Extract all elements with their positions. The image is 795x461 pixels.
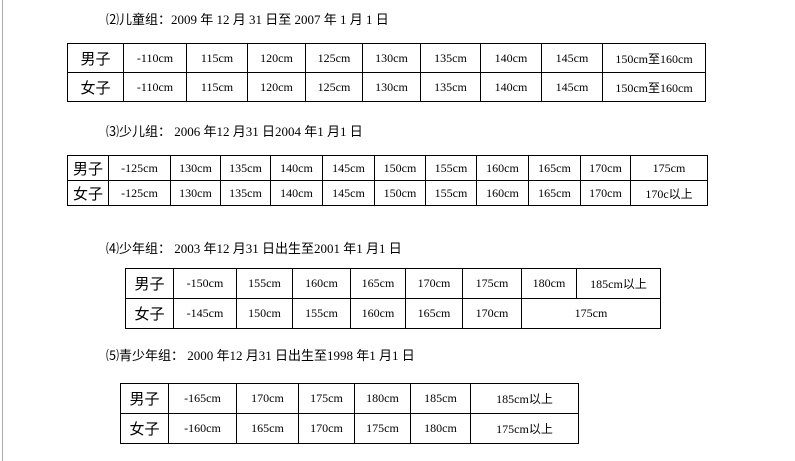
- table-cell: 180cm: [354, 383, 411, 414]
- row-label: 男子: [67, 43, 124, 73]
- row-label: 女子: [67, 180, 109, 206]
- height-table: 男子 -125cm 130cm 135cm 140cm 145cm 150cm 155cm 16…: [67, 155, 708, 206]
- table-cell: 150cm: [374, 155, 426, 181]
- table-cell: 185cm以上: [576, 268, 661, 299]
- table-cell: 135cm: [220, 155, 271, 181]
- table-cell: 150cm: [236, 298, 293, 329]
- table-cell: 115cm: [186, 43, 248, 73]
- section-heading: ⑷少年组： 2003 年12 月31 日出生至2001 年1 月1 日: [106, 241, 402, 256]
- table-cell: 160cm: [292, 268, 351, 299]
- table-cell: 170c以上: [630, 180, 708, 206]
- table-cell: 135cm: [420, 72, 481, 102]
- height-table: 男子 -150cm 155cm 160cm 165cm 170cm 175cm 180cm 18…: [125, 268, 661, 329]
- row-label: 男子: [125, 268, 174, 299]
- table-cell: 170cm: [580, 180, 631, 206]
- table-cell: 185cm以上: [470, 383, 579, 414]
- table-cell: 165cm: [350, 268, 406, 299]
- table-cell: 165cm: [528, 180, 581, 206]
- table-cell: 165cm: [405, 298, 463, 329]
- table-cell: 160cm: [350, 298, 406, 329]
- table-cell: 180cm: [410, 413, 471, 444]
- table-cell: 125cm: [305, 43, 363, 73]
- table-cell: -125cm: [108, 155, 171, 181]
- table-cell: 150cm至160cm: [602, 43, 706, 73]
- table-cell: -160cm: [168, 413, 237, 444]
- height-table: 男子 -110cm 115cm 120cm 125cm 130cm 135cm 140cm 14…: [67, 43, 706, 102]
- table-cell: 175cm以上: [470, 413, 579, 444]
- table-cell: 155cm: [292, 298, 351, 329]
- table-cell: 140cm: [480, 43, 542, 73]
- table-cell: 125cm: [305, 72, 363, 102]
- table-cell: 145cm: [541, 72, 603, 102]
- table-cell: -110cm: [123, 43, 187, 73]
- table-cell: 170cm: [462, 298, 522, 329]
- table-row: 男子 -125cm 130cm 135cm 140cm 145cm 150cm 155cm 16…: [67, 155, 708, 181]
- table-cell: 175cm: [354, 413, 411, 444]
- table-cell: 160cm: [476, 180, 529, 206]
- row-label: 女子: [120, 413, 169, 444]
- table-cell: 130cm: [362, 43, 421, 73]
- table-cell: 155cm: [425, 180, 477, 206]
- table-cell: 155cm: [425, 155, 477, 181]
- table-cell: 175cm: [298, 383, 355, 414]
- margin-line: [2, 0, 3, 461]
- table-cell: 175cm: [630, 155, 708, 181]
- table-cell: 145cm: [322, 155, 375, 181]
- row-label: 男子: [67, 155, 109, 181]
- table-row: 男子 -165cm 170cm 175cm 180cm 185cm 185cm以上: [120, 383, 579, 414]
- table-row: 女子 -145cm 150cm 155cm 160cm 165cm 170cm 175cm: [125, 298, 661, 329]
- table-cell: 135cm: [420, 43, 481, 73]
- table-cell: 175cm: [521, 298, 661, 329]
- table-cell: 170cm: [405, 268, 463, 299]
- height-table: 男子 -165cm 170cm 175cm 180cm 185cm 185cm以上 女子 -16…: [120, 383, 579, 444]
- table-cell: 175cm: [462, 268, 522, 299]
- table-cell: 170cm: [580, 155, 631, 181]
- table-cell: 135cm: [220, 180, 271, 206]
- table-row: 男子 -110cm 115cm 120cm 125cm 130cm 135cm 140cm 14…: [67, 43, 706, 73]
- table-row: 女子 -160cm 165cm 170cm 175cm 180cm 175cm以上: [120, 413, 579, 444]
- table-cell: 140cm: [270, 155, 323, 181]
- table-cell: -165cm: [168, 383, 237, 414]
- table-cell: 130cm: [170, 155, 221, 181]
- table-row: 男子 -150cm 155cm 160cm 165cm 170cm 175cm 180cm 18…: [125, 268, 661, 299]
- table-cell: 115cm: [186, 72, 248, 102]
- table-cell: 180cm: [521, 268, 577, 299]
- table-cell: 130cm: [362, 72, 421, 102]
- table-cell: 170cm: [236, 383, 299, 414]
- table-cell: 145cm: [322, 180, 375, 206]
- table-cell: 165cm: [528, 155, 581, 181]
- table-cell: 150cm至160cm: [602, 72, 706, 102]
- row-label: 男子: [120, 383, 169, 414]
- table-cell: -125cm: [108, 180, 171, 206]
- table-cell: 160cm: [476, 155, 529, 181]
- table-cell: -110cm: [123, 72, 187, 102]
- table-cell: 120cm: [247, 72, 306, 102]
- table-cell: 140cm: [480, 72, 542, 102]
- table-cell: 145cm: [541, 43, 603, 73]
- section-heading: ⑸青少年组： 2000 年12 月31 日出生至1998 年1 月1 日: [106, 348, 415, 363]
- table-row: 女子 -125cm 130cm 135cm 140cm 145cm 150cm 155cm 16…: [67, 180, 708, 206]
- section-heading: ⑶少儿组： 2006 年12 月31 日2004 年1 月1 日: [106, 124, 363, 139]
- section-heading: ⑵儿童组：2009 年 12 月 31 日至 2007 年 1 月 1 日: [106, 12, 389, 27]
- table-cell: 140cm: [270, 180, 323, 206]
- table-cell: 155cm: [236, 268, 293, 299]
- table-cell: 150cm: [374, 180, 426, 206]
- table-cell: 165cm: [236, 413, 299, 444]
- table-cell: -145cm: [173, 298, 237, 329]
- table-cell: -150cm: [173, 268, 237, 299]
- row-label: 女子: [67, 72, 124, 102]
- table-row: 女子 -110cm 115cm 120cm 125cm 130cm 135cm 140cm 14…: [67, 72, 706, 102]
- table-cell: 170cm: [298, 413, 355, 444]
- table-cell: 120cm: [247, 43, 306, 73]
- table-cell: 185cm: [410, 383, 471, 414]
- row-label: 女子: [125, 298, 174, 329]
- table-cell: 130cm: [170, 180, 221, 206]
